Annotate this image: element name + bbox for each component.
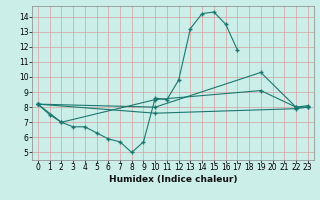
X-axis label: Humidex (Indice chaleur): Humidex (Indice chaleur) xyxy=(108,175,237,184)
